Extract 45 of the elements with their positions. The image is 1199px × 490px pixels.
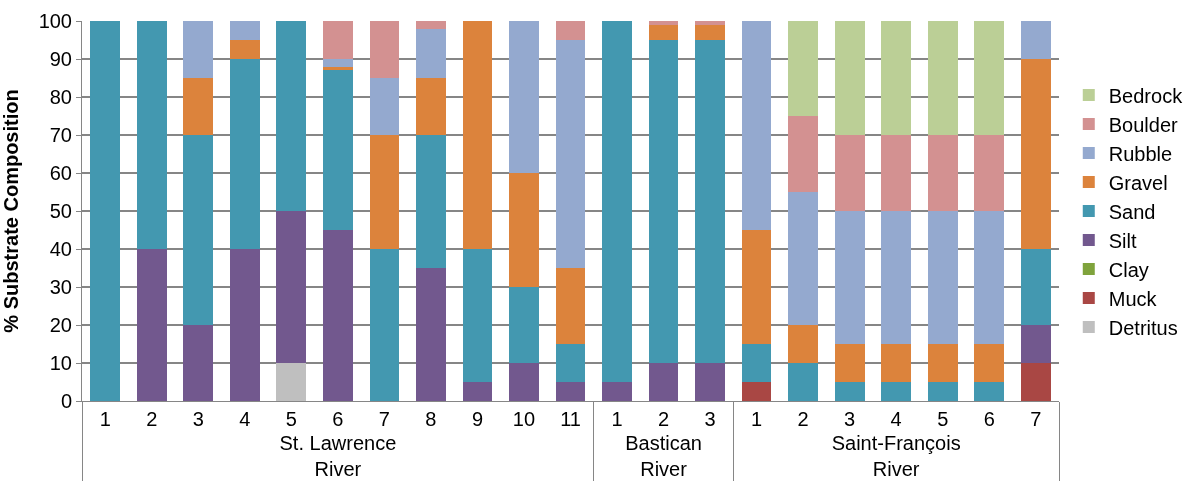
legend-label: Bedrock [1108, 84, 1184, 107]
x-tick-label: 3 [704, 408, 716, 430]
y-tick-label: 0 [60, 390, 72, 412]
x-tick-label: 2 [657, 408, 670, 430]
legend-label: Gravel [1108, 171, 1168, 194]
x-tick-label: 6 [983, 408, 995, 430]
x-tick-label: 4 [890, 408, 902, 430]
legend-label: Silt [1108, 229, 1137, 252]
x-tick-label: 6 [332, 408, 344, 430]
y-tick-label: 70 [49, 124, 72, 146]
y-tick-label: 40 [49, 238, 72, 260]
x-tick-label: 5 [285, 408, 297, 430]
x-tick-label: 7 [1030, 408, 1042, 430]
x-tick-label: 8 [425, 408, 437, 430]
x-tick-label: 10 [512, 408, 536, 430]
y-tick-label: 20 [49, 314, 72, 336]
text: Bastican River [625, 432, 702, 480]
text: Saint-François River [831, 432, 961, 480]
x-tick-label: 1 [99, 408, 111, 430]
x-tick-label: 9 [471, 408, 484, 430]
legend-label: Muck [1108, 287, 1158, 310]
legend-label: Rubble [1108, 142, 1173, 165]
x-tick-label: 11 [560, 408, 581, 430]
y-tick-label: 10 [49, 352, 72, 374]
y-tick-label: 30 [49, 276, 72, 298]
x-tick-label: 3 [844, 408, 856, 430]
y-tick-label: 50 [49, 200, 72, 222]
y-tick-label: 60 [49, 162, 72, 184]
legend-label: Detritus [1108, 316, 1178, 339]
x-tick-label: 4 [239, 408, 251, 430]
legend-label: Sand [1108, 200, 1156, 223]
x-tick-label: 1 [751, 408, 763, 430]
legend-label: Clay [1108, 258, 1149, 281]
x-tick-label: 2 [797, 408, 809, 430]
y-tick-label: 90 [49, 48, 72, 70]
y-tick-label: 80 [49, 86, 72, 108]
x-tick-label: 2 [146, 408, 158, 430]
legend-label: Boulder [1108, 113, 1179, 136]
text: St. Lawrence River [279, 432, 397, 480]
x-tick-label: 5 [937, 408, 949, 430]
y-tick-label: 100 [38, 10, 72, 32]
x-tick-label: 7 [378, 408, 390, 430]
x-tick-label: 1 [611, 408, 623, 430]
y-axis-title: % Substrate Composition [0, 89, 22, 333]
x-tick-label: 3 [192, 408, 204, 430]
